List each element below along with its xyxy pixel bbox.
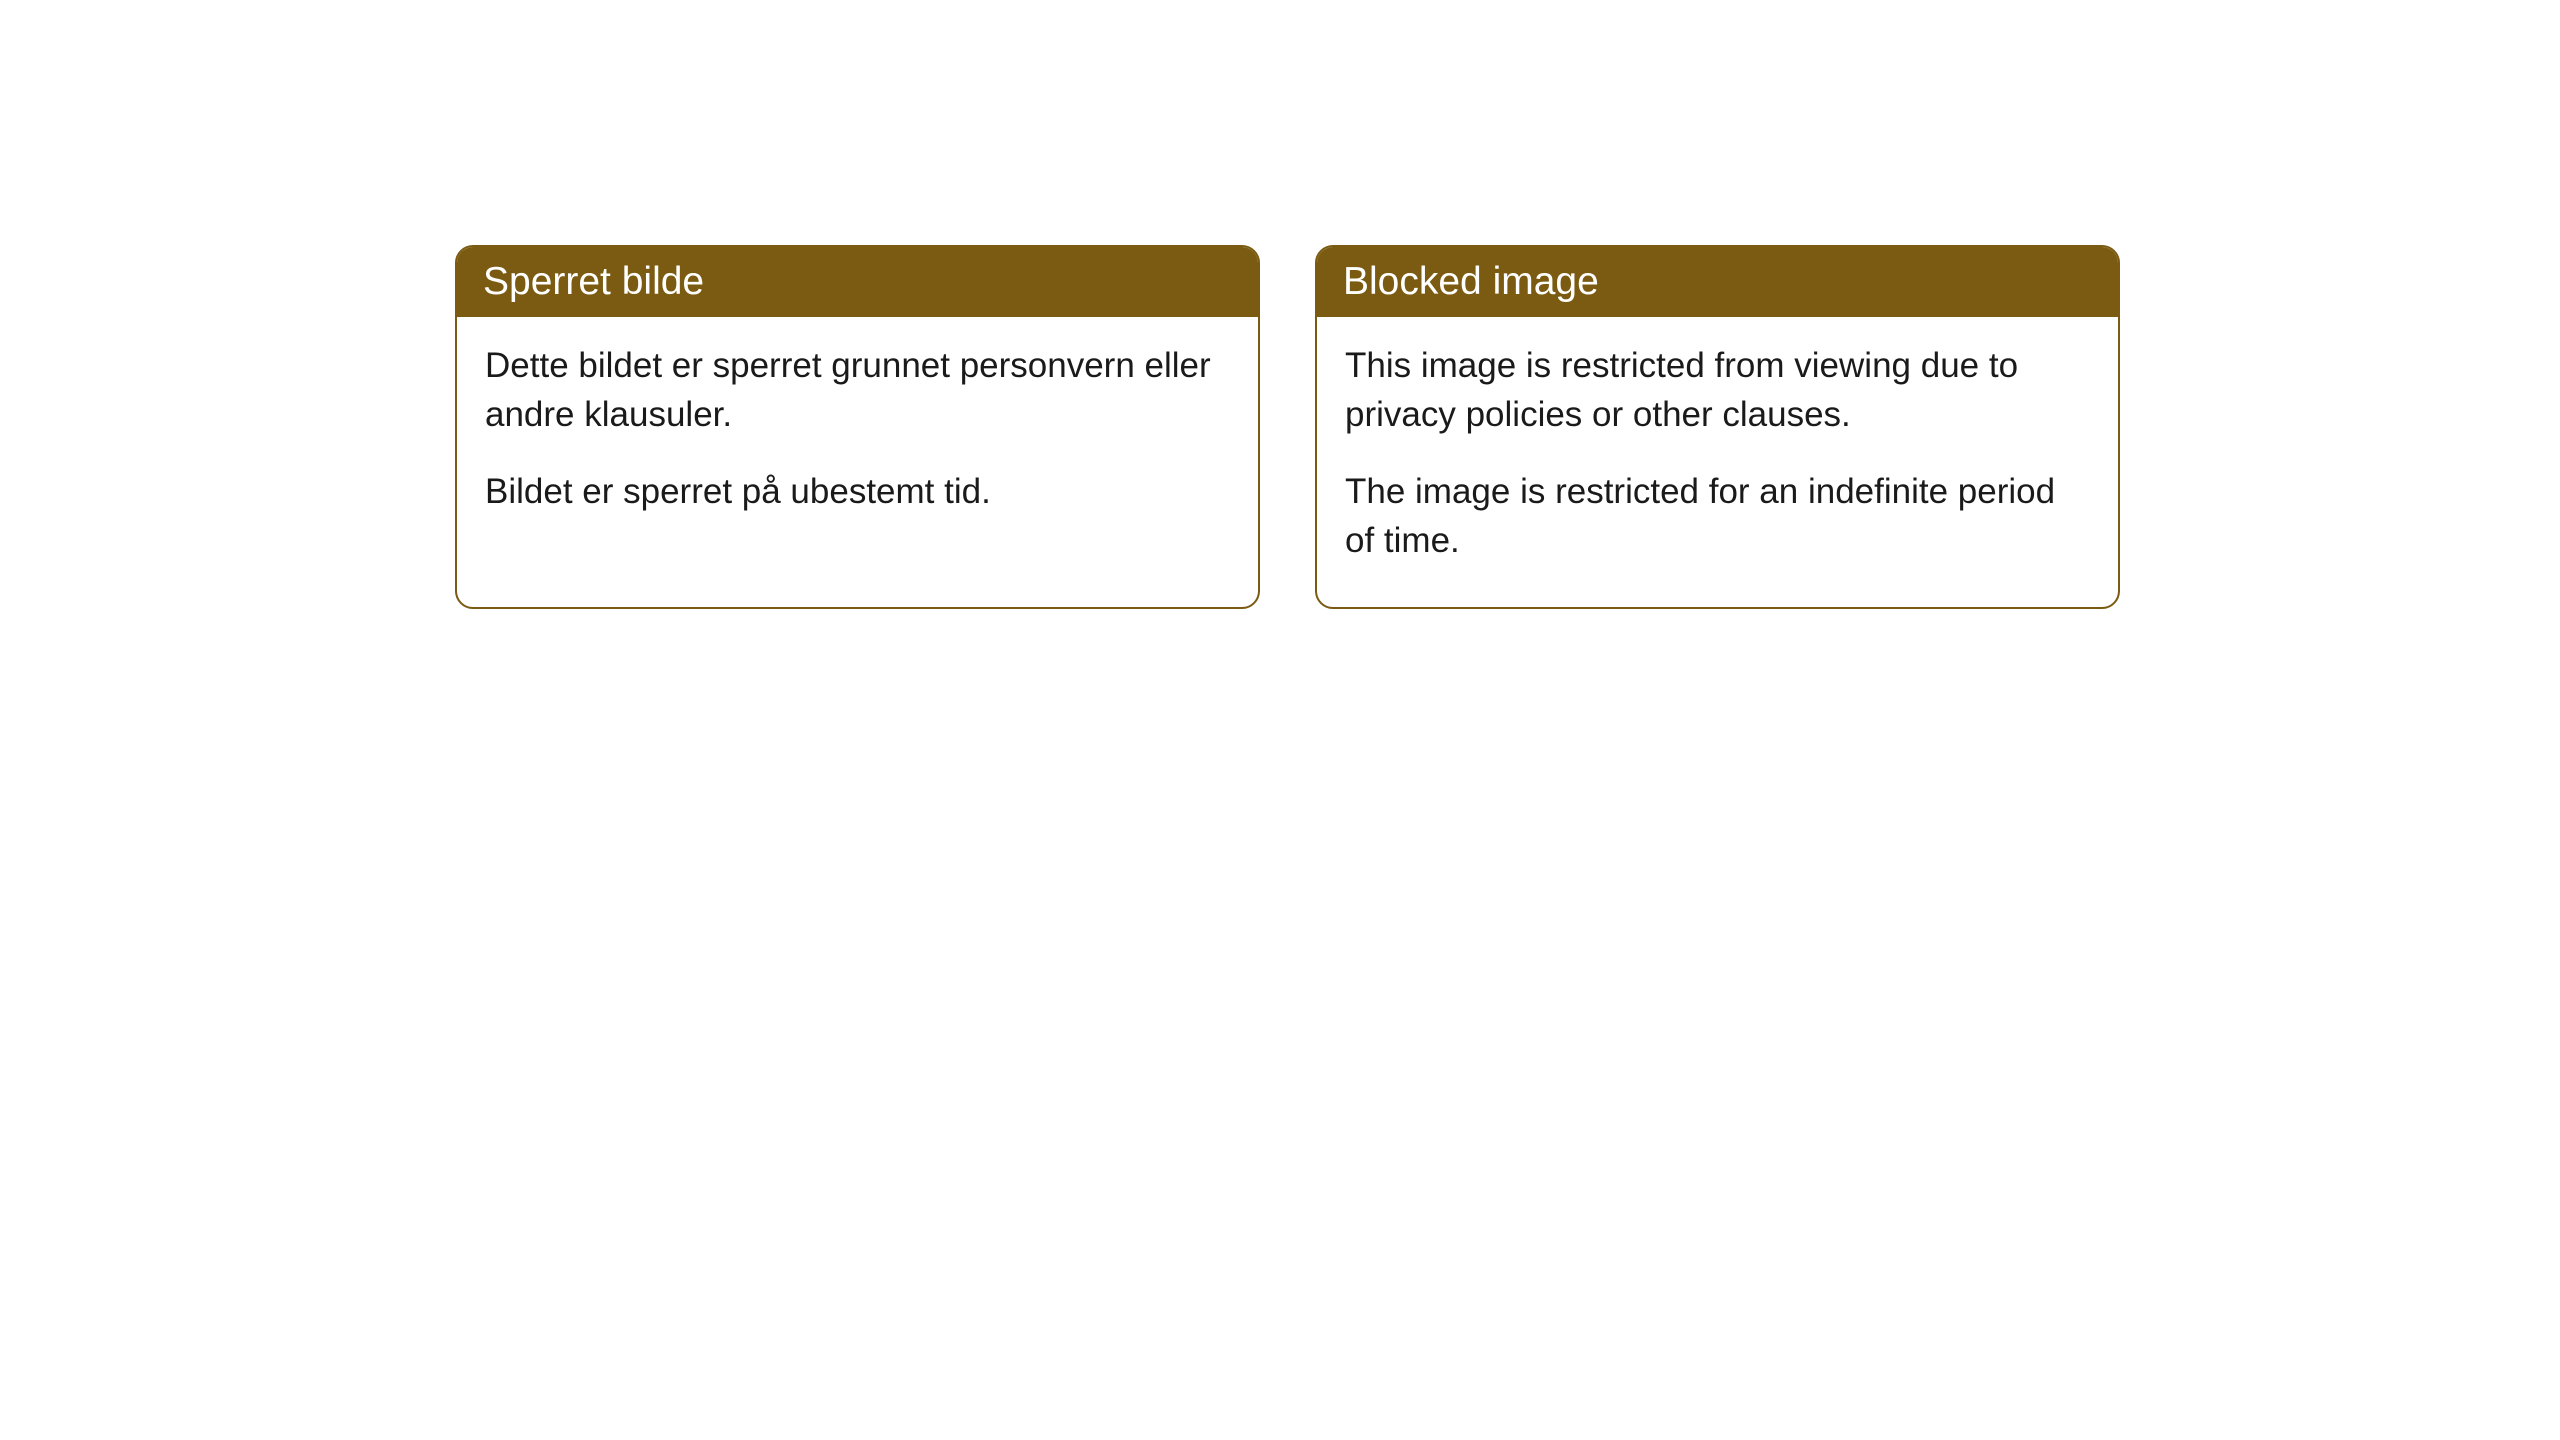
blocked-image-card-english: Blocked image This image is restricted f… bbox=[1315, 245, 2120, 609]
card-title: Blocked image bbox=[1343, 260, 1599, 303]
blocked-image-card-norwegian: Sperret bilde Dette bildet er sperret gr… bbox=[455, 245, 1260, 609]
card-paragraph: Dette bildet er sperret grunnet personve… bbox=[485, 341, 1230, 439]
card-body: Dette bildet er sperret grunnet personve… bbox=[457, 317, 1258, 558]
card-body: This image is restricted from viewing du… bbox=[1317, 317, 2118, 607]
cards-container: Sperret bilde Dette bildet er sperret gr… bbox=[0, 0, 2560, 609]
card-paragraph: This image is restricted from viewing du… bbox=[1345, 341, 2090, 439]
card-header: Sperret bilde bbox=[457, 247, 1258, 317]
card-paragraph: The image is restricted for an indefinit… bbox=[1345, 467, 2090, 565]
card-title: Sperret bilde bbox=[483, 260, 704, 303]
card-header: Blocked image bbox=[1317, 247, 2118, 317]
card-paragraph: Bildet er sperret på ubestemt tid. bbox=[485, 467, 1230, 516]
